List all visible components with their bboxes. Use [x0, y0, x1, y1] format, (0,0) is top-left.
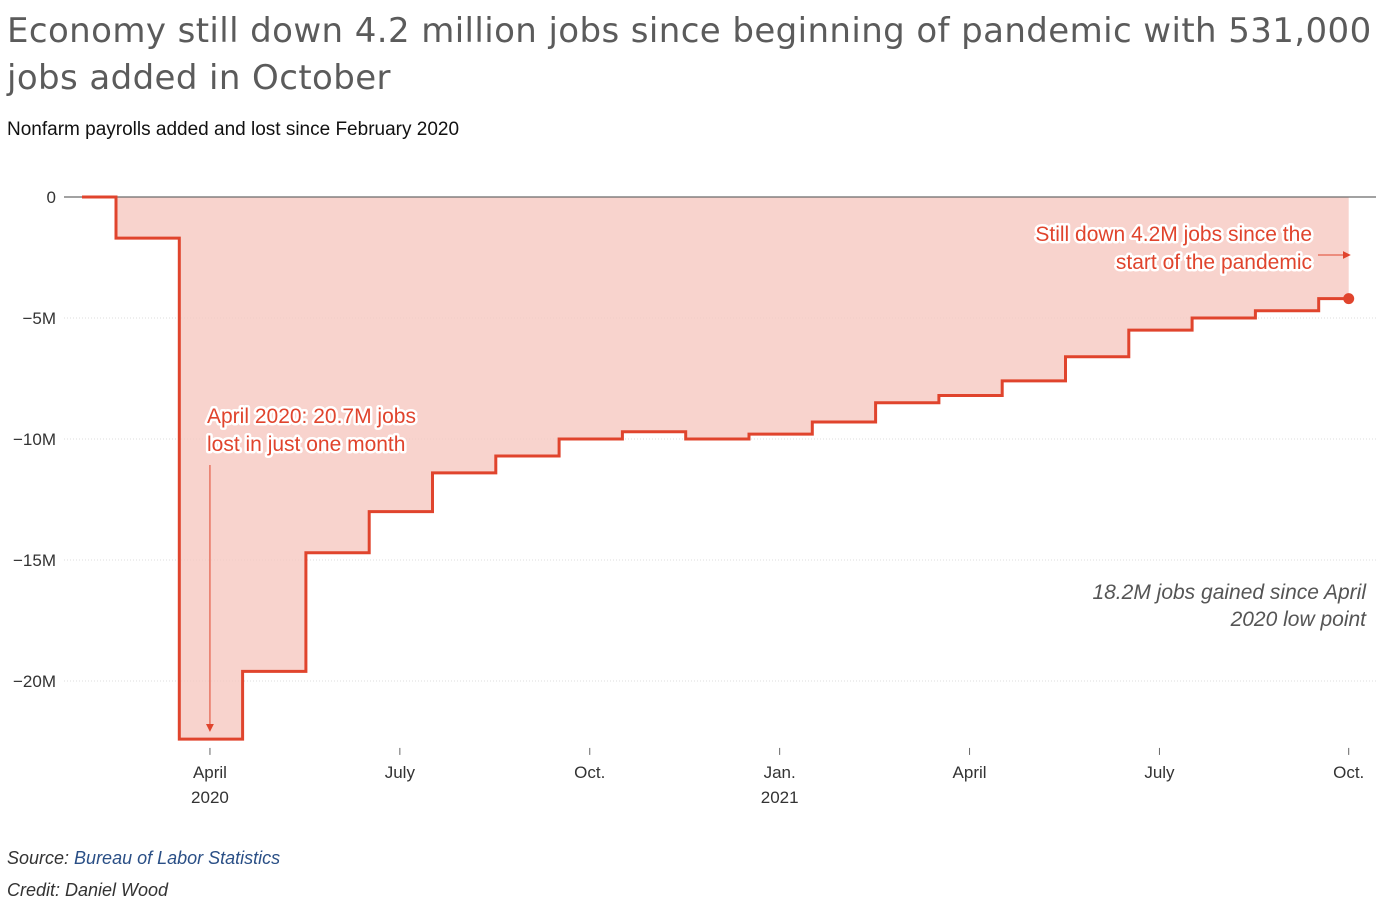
still-down-annotation-text: Still down 4.2M jobs since the: [1035, 223, 1312, 246]
y-tick-label: −15M: [13, 551, 56, 570]
payroll-step-line: [82, 195, 1349, 741]
chart-title: Economy still down 4.2 million jobs sinc…: [7, 11, 1372, 98]
still-down-annotation-text: start of the pandemic: [1116, 251, 1312, 274]
source-link[interactable]: Bureau of Labor Statistics: [74, 848, 281, 868]
credit-line: Credit: Daniel Wood: [7, 880, 169, 900]
x-tick-label: July: [385, 763, 416, 782]
x-tick-sublabel: 2021: [761, 788, 799, 807]
x-tick-label: Oct.: [574, 763, 605, 782]
low-point-annotation-halo: lost in just one month: [207, 433, 405, 456]
x-tick-label: July: [1144, 763, 1175, 782]
job-loss-area: [82, 197, 1349, 740]
x-tick-label: Oct.: [1333, 763, 1364, 782]
source-prefix: Source:: [7, 848, 75, 868]
x-tick-label: Jan.: [764, 763, 796, 782]
low-point-annotation-text: April 2020: 20.7M jobs: [207, 405, 416, 428]
payroll-step-chart: 0 −5M −10M −15M −20M April 2020 July Oct. Jan. 202…: [13, 188, 1376, 807]
still-down-annotation-halo: Still down 4.2M jobs since the: [1035, 223, 1312, 246]
gained-annotation-text: 18.2M jobs gained since April: [1092, 581, 1367, 604]
y-tick-label: −5M: [22, 309, 56, 328]
source-line: Source: Bureau of Labor Statistics: [7, 848, 280, 869]
gained-annotation-text: 2020 low point: [1230, 608, 1368, 631]
x-tick-label: April: [193, 763, 227, 782]
latest-value-dot: [1343, 293, 1355, 305]
chart-subtitle: Nonfarm payrolls added and lost since Fe…: [7, 119, 460, 140]
low-point-annotation-halo: April 2020: 20.7M jobs: [207, 405, 416, 428]
axes: 0 −5M −10M −15M −20M April 2020 July Oct. Jan. 202…: [13, 188, 1364, 807]
still-down-annotation-halo: start of the pandemic: [1116, 251, 1312, 274]
x-tick-label: April: [953, 763, 987, 782]
y-tick-label: −20M: [13, 672, 56, 691]
y-tick-label: 0: [47, 188, 56, 207]
y-tick-label: −10M: [13, 430, 56, 449]
x-tick-sublabel: 2020: [191, 788, 229, 807]
low-point-annotation-text: lost in just one month: [207, 433, 405, 456]
